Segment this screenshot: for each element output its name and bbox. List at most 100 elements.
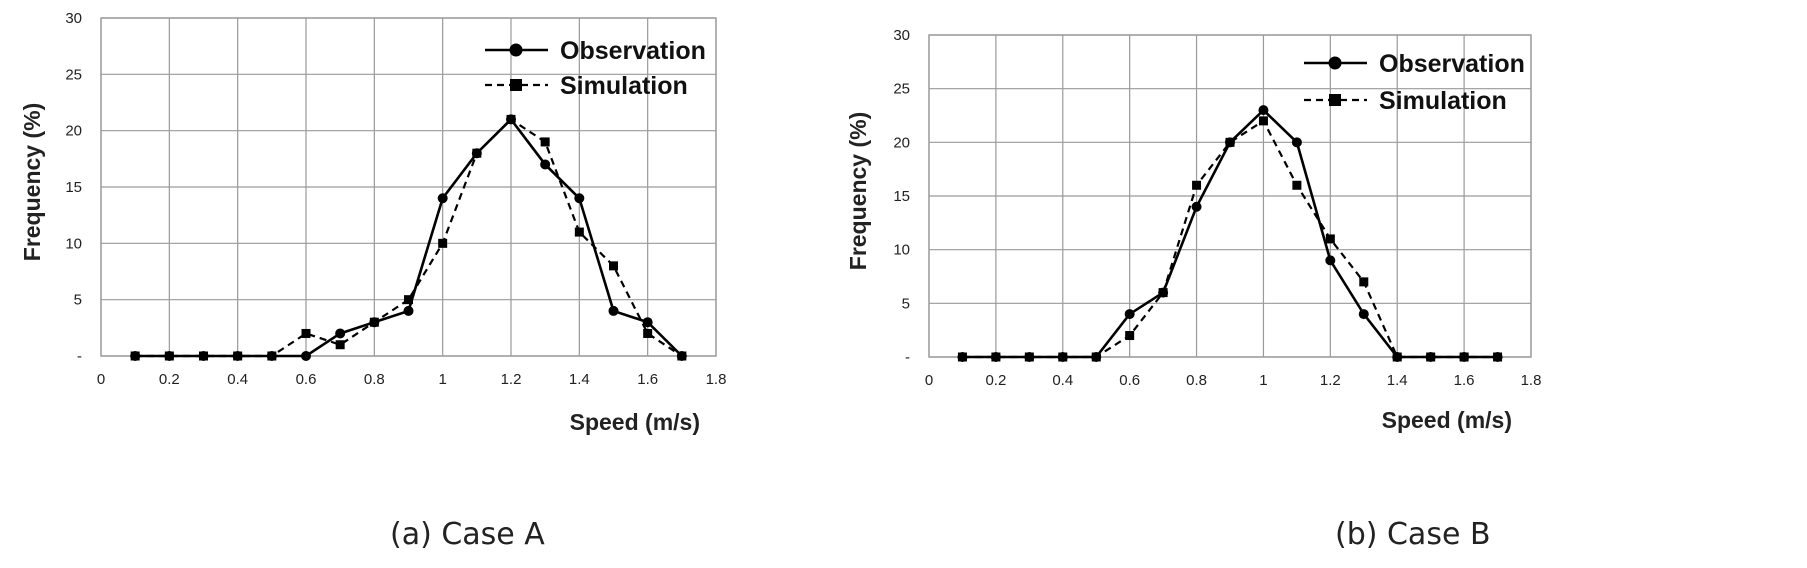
y-tick-label: 30 — [893, 27, 910, 44]
observation-line — [135, 117, 683, 358]
simulation-point — [1125, 331, 1135, 341]
x-tick-label: 1.4 — [1387, 372, 1408, 389]
simulation-point — [574, 227, 584, 237]
legend: Observation Simulation — [1304, 50, 1525, 115]
observation-point — [437, 193, 448, 204]
simulation-point — [1459, 352, 1469, 362]
caption-case-a: (a) Case A — [390, 517, 545, 552]
simulation-point — [1392, 352, 1402, 362]
x-tick-label: 0.6 — [1119, 372, 1140, 389]
y-axis-title: Frequency (%) — [19, 103, 45, 261]
x-tick-label: 1.8 — [1521, 372, 1542, 389]
x-axis-title: Speed (m/s) — [570, 409, 700, 435]
y-tick-label: - — [77, 348, 82, 365]
simulation-point — [199, 351, 208, 361]
observation-point — [642, 317, 653, 328]
x-tick-label: 0.2 — [159, 371, 180, 388]
legend-simulation-marker — [510, 79, 522, 91]
grid — [928, 34, 1532, 358]
observation-point — [301, 351, 311, 361]
simulation-point — [677, 351, 687, 361]
simulation-point — [1292, 180, 1302, 190]
series-observation — [130, 114, 687, 361]
x-tick-label: 1.8 — [706, 371, 727, 388]
legend-simulation-marker — [1329, 94, 1341, 106]
chart-case-b: 0 0.2 0.4 0.6 0.8 1 1.2 1.4 1.6 1.8 - 5 10 15 20 25 30 Sp… — [845, 27, 1542, 433]
x-tick-label: 1.4 — [569, 371, 590, 388]
y-tick-label: 25 — [893, 81, 910, 98]
series-simulation — [957, 116, 1503, 362]
x-tick-label: 0.4 — [1052, 372, 1073, 389]
simulation-point — [1325, 234, 1335, 244]
simulation-point — [1426, 352, 1436, 362]
x-tick-label: 0.6 — [296, 371, 317, 388]
y-tick-label: 25 — [65, 66, 82, 83]
legend-observation-marker — [509, 43, 523, 57]
legend-observation-label: Observation — [1379, 50, 1525, 78]
simulation-point — [335, 340, 345, 350]
observation-point — [1258, 105, 1269, 116]
grid — [100, 17, 717, 357]
y-tick-label: 20 — [893, 134, 910, 151]
simulation-point — [267, 351, 277, 361]
observation-point — [335, 328, 346, 339]
simulation-line — [962, 119, 1498, 359]
observation-point — [540, 159, 551, 170]
simulation-point — [1225, 137, 1235, 147]
observation-point — [1291, 137, 1302, 148]
observation-point — [1358, 309, 1369, 320]
simulation-point — [1058, 352, 1068, 362]
y-tick-label: 10 — [893, 242, 910, 259]
x-tick-label: 0.4 — [227, 371, 248, 388]
legend-simulation-label: Simulation — [1379, 87, 1507, 115]
x-tick-label: 1.2 — [1320, 372, 1341, 389]
chart-panel-case-b: 0 0.2 0.4 0.6 0.8 1 1.2 1.4 1.6 1.8 - 5 10 15 20 25 30 Sp… — [845, 0, 1807, 568]
plot-frame — [100, 17, 717, 357]
x-tick-label: 0.2 — [985, 372, 1006, 389]
simulation-point — [301, 328, 311, 338]
simulation-point — [1359, 277, 1369, 287]
simulation-point — [404, 295, 413, 305]
x-tick-label: 1.2 — [501, 371, 522, 388]
y-tick-label: - — [905, 349, 910, 366]
simulation-point — [957, 352, 967, 362]
caption-case-b: (b) Case B — [1335, 517, 1491, 552]
observation-point — [1124, 309, 1135, 320]
x-tick-label: 1 — [438, 371, 446, 388]
y-tick-label: 15 — [65, 179, 82, 196]
simulation-point — [1091, 352, 1101, 362]
simulation-point — [1192, 180, 1202, 190]
simulation-point — [164, 351, 174, 361]
legend-simulation-label: Simulation — [560, 72, 688, 100]
y-axis-title: Frequency (%) — [845, 112, 871, 270]
x-tick-label: 0.8 — [1186, 372, 1207, 389]
x-tick-label: 1 — [1259, 372, 1267, 389]
legend-observation-marker — [1328, 56, 1342, 70]
simulation-point — [643, 328, 653, 338]
y-tick-label: 5 — [74, 292, 82, 309]
x-axis-title: Speed (m/s) — [1382, 407, 1512, 433]
series-simulation — [130, 114, 687, 361]
simulation-point — [1024, 352, 1034, 362]
chart-case-a: 0 0.2 0.4 0.6 0.8 1 1.2 1.4 1.6 1.8 - 5 10 15 20 25 30 Sp… — [19, 10, 727, 435]
y-tick-label: 10 — [65, 235, 82, 252]
y-tick-label: 5 — [902, 295, 910, 312]
y-tick-label: 20 — [65, 123, 82, 140]
simulation-point — [472, 148, 482, 158]
simulation-point — [438, 238, 448, 248]
observation-point — [1191, 201, 1202, 212]
simulation-point — [540, 137, 550, 147]
chart-panel-case-a: 0 0.2 0.4 0.6 0.8 1 1.2 1.4 1.6 1.8 - 5 10 15 20 25 30 Sp… — [0, 0, 900, 568]
x-tick-label: 0 — [925, 372, 933, 389]
x-tick-label: 0 — [97, 371, 105, 388]
observation-point — [608, 305, 619, 316]
simulation-point — [1158, 288, 1168, 298]
y-tick-label: 15 — [893, 188, 910, 205]
simulation-point — [506, 114, 516, 124]
simulation-point — [1258, 116, 1268, 126]
simulation-line — [135, 117, 683, 358]
observation-point — [574, 193, 585, 204]
simulation-point — [233, 351, 243, 361]
x-tick-label: 0.8 — [364, 371, 385, 388]
legend-observation-label: Observation — [560, 37, 706, 65]
